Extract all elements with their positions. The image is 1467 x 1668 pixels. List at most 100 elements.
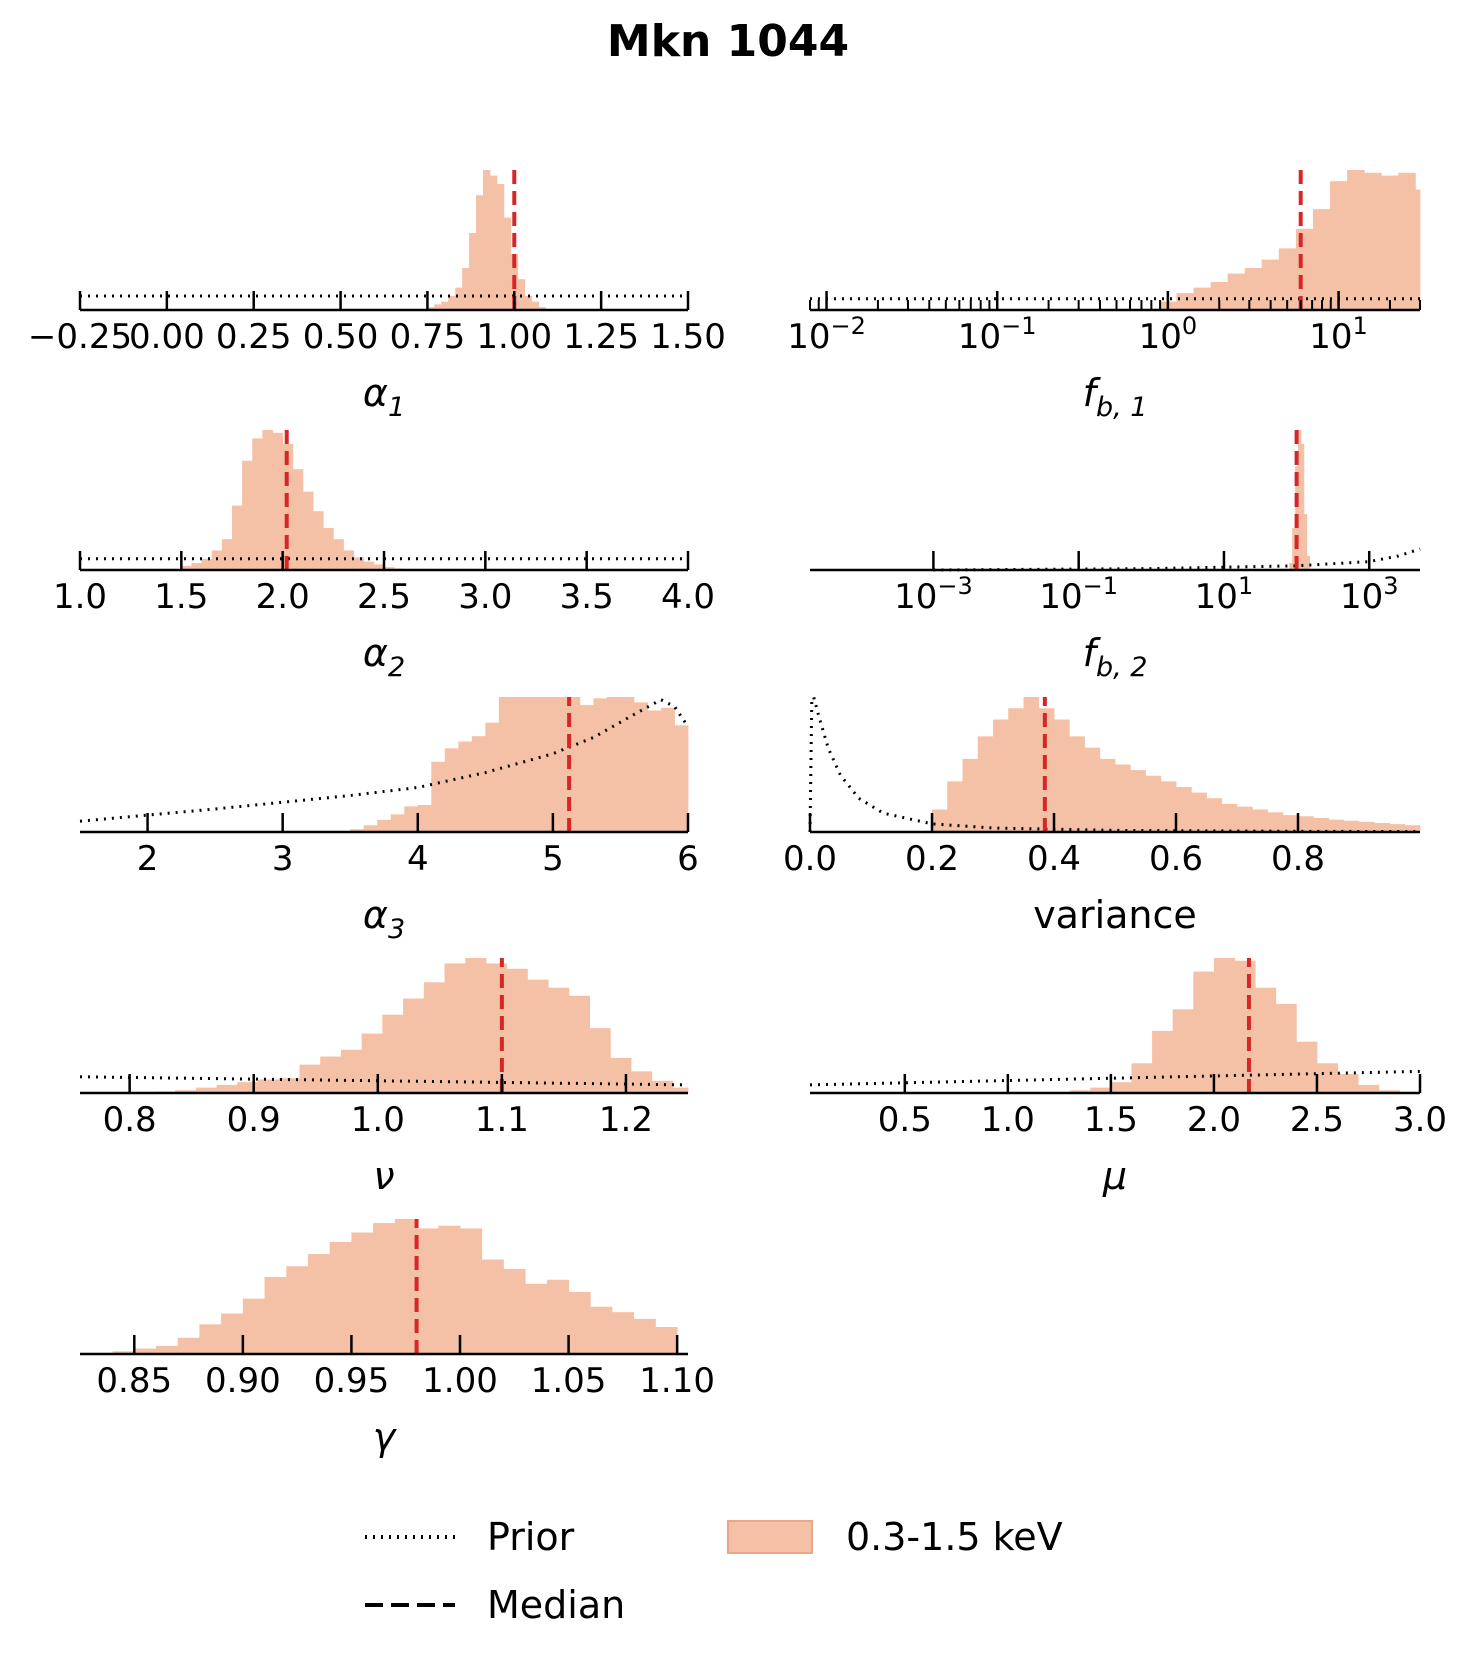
tick-label: 4.0 [661,577,715,617]
histogram-bar [1054,719,1070,832]
tick-label: 2.5 [1290,1100,1344,1140]
histogram-bar [481,1259,504,1354]
histogram-bar [191,563,202,570]
histogram-bar [1312,209,1331,310]
histogram-bar [458,741,473,832]
histogram-bar [631,1071,653,1093]
panel-8: 0.85 0.90 0.95 1.00 1.05 1.10 γ [80,1219,715,1459]
histogram-bar [320,1056,342,1093]
histogram-bar [1191,792,1207,832]
tick-label: 10−1 [958,312,1037,357]
histogram-bar [496,184,505,310]
histogram-bar [548,987,570,1093]
histogram-bar [1313,817,1329,832]
histogram-bar [201,558,213,570]
histogram-bar [403,998,425,1093]
prior-curve [809,1069,1421,1087]
panel-2: 1.0 1.5 2.0 2.5 3.0 3.5 4.0 α2 [53,430,715,683]
histogram-bar [590,1306,613,1354]
axis-label: γ [373,1415,398,1459]
histogram-bar [221,1313,244,1354]
histogram-bar [552,697,567,832]
histogram-bar [1176,787,1192,832]
histogram [932,697,1421,832]
axis-label: α2 [363,631,405,683]
histogram-bar [1234,960,1256,1093]
tick-label: 1.0 [53,577,107,617]
axis-label: α3 [363,893,405,945]
tick-label: 5 [542,839,564,879]
panel-6: 0.8 0.9 1.0 1.1 1.2 ν [79,958,689,1198]
histogram-bar [373,564,385,570]
histogram-bar [568,1291,591,1354]
histogram-bar [525,1283,548,1354]
histogram-bar [977,736,994,832]
histogram-bar [1267,812,1284,832]
histogram-bar [606,697,621,832]
histogram-bar [1404,825,1421,832]
histogram [1289,430,1311,570]
histogram-bar [1343,820,1360,832]
histogram-bar [538,307,546,310]
histogram-bar [506,968,528,1093]
legend-histogram-label: 0.3-1.5 keV [846,1515,1063,1559]
tick-label: 1.5 [1084,1100,1138,1140]
histogram-bar [469,233,477,310]
histogram-bar [272,432,284,570]
histogram-bar [546,1279,569,1354]
histogram-bar [1172,1009,1194,1093]
tick-label: 1.25 [563,317,639,357]
histogram [154,958,689,1093]
histogram-bar [258,1079,280,1093]
histogram-bar [1398,172,1416,310]
histogram-bar [1227,273,1246,310]
histogram-bar [404,806,419,832]
legend-histogram-swatch [727,1520,813,1554]
histogram-bar [633,1318,656,1354]
legend-median-label: Median [487,1583,625,1627]
histogram-bar [216,1084,238,1093]
histogram-bar [1210,282,1229,310]
histogram-bar [353,557,365,570]
histogram-bar [612,1312,635,1354]
tick-label: 2.0 [1187,1100,1241,1140]
tick-label: 0.00 [129,317,205,357]
histogram-bar [1296,1041,1318,1093]
histogram-bar [1152,1030,1174,1093]
panel-3: 10−3 10−1 101 103 fb, 2 [810,430,1421,683]
tick-label: 10−2 [787,312,866,357]
histogram-bar [674,725,689,832]
histogram [112,1219,678,1354]
histogram-bar [1282,815,1299,832]
histogram-bar [512,697,527,832]
histogram-bar [1252,809,1268,832]
histogram-bar [1069,1090,1091,1093]
histogram-bar [112,1351,135,1354]
histogram-bar [351,1232,374,1354]
histogram-bar [1328,819,1345,832]
legend: Prior Median 0.3-1.5 keV [365,1515,1063,1627]
histogram-bar [672,1087,689,1093]
axis-label: fb, 1 [1083,371,1148,423]
histogram-bar [1237,806,1253,832]
histogram-bar [195,1087,218,1093]
tick-label: 0.85 [96,1361,172,1401]
tick-label: 0.4 [1027,839,1081,879]
histogram-bar [1300,444,1305,570]
prior-curve [79,1075,689,1087]
tick-label: 101 [1195,572,1254,617]
histogram-bar [350,829,365,832]
histogram-bar [1090,1087,1112,1093]
histogram-bar [1298,816,1314,832]
histogram-bar [329,1241,352,1354]
tick-label: 2 [137,839,159,879]
histogram-bar [417,805,432,832]
panel-0: −0.250.00 0.25 0.50 0.75 1.00 1.25 1.50 α1 [28,170,726,423]
histogram-bar [503,217,512,310]
histogram-bar [264,1277,287,1354]
histogram-bar [568,995,591,1093]
histogram-bar [1145,775,1162,832]
histogram-bar [416,1228,439,1354]
tick-label: 3 [272,839,294,879]
tick-label: 0.6 [1149,839,1203,879]
